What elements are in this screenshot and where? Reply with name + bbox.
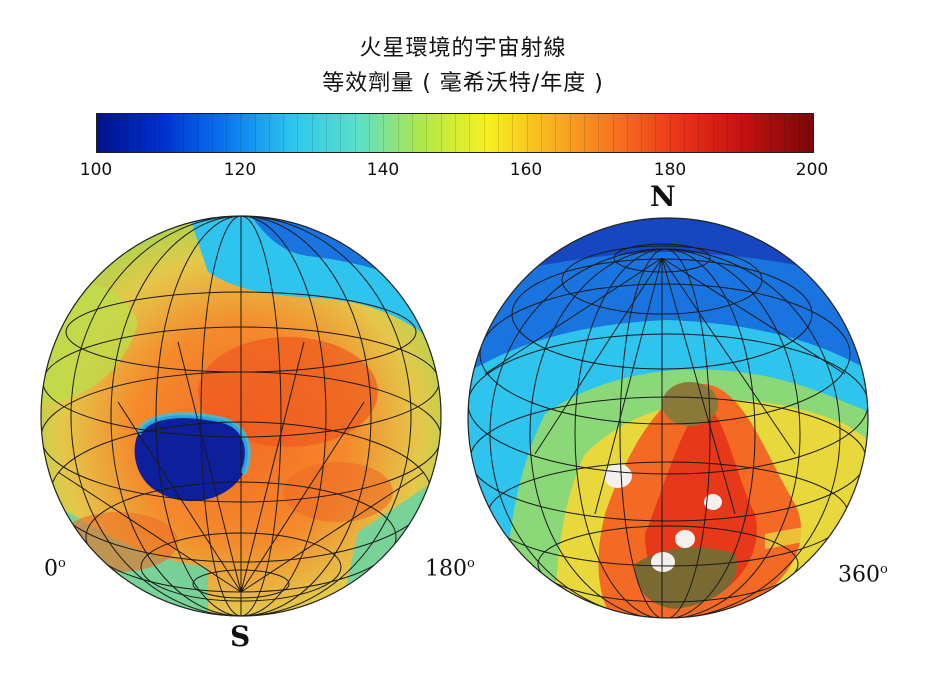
south-pole-label: S [230, 620, 251, 653]
colorbar-segment-divider [469, 114, 471, 152]
longitude-value: 0 [44, 556, 58, 582]
longitude-label-180: 180o [425, 556, 475, 581]
colorbar-segment-divider [755, 114, 757, 152]
colorbar-tick-label: 160 [509, 160, 543, 180]
colorbar-tick-label: 180 [653, 160, 687, 180]
colorbar-segment-divider [182, 114, 184, 152]
colorbar-segment-divider [798, 114, 800, 152]
longitude-label-360: 360o [838, 562, 888, 587]
colorbar-segment-divider [497, 114, 499, 152]
colorbar-segment-divider [211, 114, 213, 152]
colorbar-segment-divider [225, 114, 227, 152]
colorbar-segment-divider [540, 114, 542, 152]
colorbar-segment-divider [526, 114, 528, 152]
colorbar-segment-divider [412, 114, 414, 152]
colorbar-segment-divider [154, 114, 156, 152]
colorbar-segment-divider [598, 114, 600, 152]
colorbar-segment-divider [283, 114, 285, 152]
colorbar-segment-divider [426, 114, 428, 152]
colorbar-segment-divider [326, 114, 328, 152]
colorbar-segment-divider [555, 114, 557, 152]
degree-symbol: o [880, 562, 888, 577]
colorbar-segment-divider [770, 114, 772, 152]
longitude-label-0: 0o [44, 556, 66, 581]
colorbar-segment-divider [784, 114, 786, 152]
map-subtitle: 等效劑量 ( 毫希沃特/年度 ) [322, 71, 604, 96]
colorbar-segment-divider [455, 114, 456, 152]
colorbar-segment-divider [383, 114, 385, 152]
colorbar-segment-divider [712, 114, 714, 152]
mars-globe-south [40, 215, 442, 617]
colorbar-tick-label: 100 [79, 160, 113, 180]
longitude-value: 360 [838, 562, 880, 588]
colorbar-segment-divider [354, 114, 356, 152]
colorbar-segment-divider [698, 114, 700, 152]
colorbar-segment-divider [268, 114, 270, 152]
colorbar-segment-divider [369, 114, 371, 152]
colorbar-segment-divider [197, 114, 199, 152]
map-title: 火星環境的宇宙射線 [359, 36, 567, 61]
longitude-value: 180 [425, 556, 467, 582]
colorbar-segment-divider [340, 114, 342, 152]
colorbar-segment-divider [240, 114, 242, 152]
colorbar [96, 113, 814, 153]
colorbar-segment-divider [741, 114, 743, 152]
degree-symbol: o [467, 556, 475, 571]
colorbar-segment-divider [139, 114, 141, 152]
colorbar-segment-divider [254, 114, 256, 152]
colorbar-segment-divider [168, 114, 170, 152]
colorbar-segment-divider [111, 114, 113, 152]
colorbar-segment-divider [512, 114, 514, 152]
colorbar-segment-divider [311, 114, 313, 152]
colorbar-segment-divider [655, 114, 657, 152]
colorbar-segment-divider [397, 114, 399, 152]
colorbar-segment-divider [583, 114, 585, 152]
colorbar-segment-divider [727, 114, 729, 152]
colorbar-segment-divider [684, 114, 686, 152]
colorbar-segment-divider [669, 114, 671, 152]
north-pole-label: N [650, 180, 676, 213]
colorbar-segment-divider [569, 114, 571, 152]
colorbar-segment-divider [440, 114, 442, 152]
colorbar-segment-divider [125, 114, 127, 152]
colorbar-segment-divider [626, 114, 628, 152]
mars-globe-north [467, 217, 869, 619]
degree-symbol: o [58, 556, 66, 571]
colorbar-segment-divider [483, 114, 485, 152]
colorbar-segment-divider [641, 114, 643, 152]
colorbar-tick-label: 120 [223, 160, 257, 180]
colorbar-segment-divider [297, 114, 299, 152]
colorbar-segment-divider [612, 114, 614, 152]
colorbar-tick-label: 200 [795, 160, 829, 180]
colorbar-tick-label: 140 [366, 160, 400, 180]
